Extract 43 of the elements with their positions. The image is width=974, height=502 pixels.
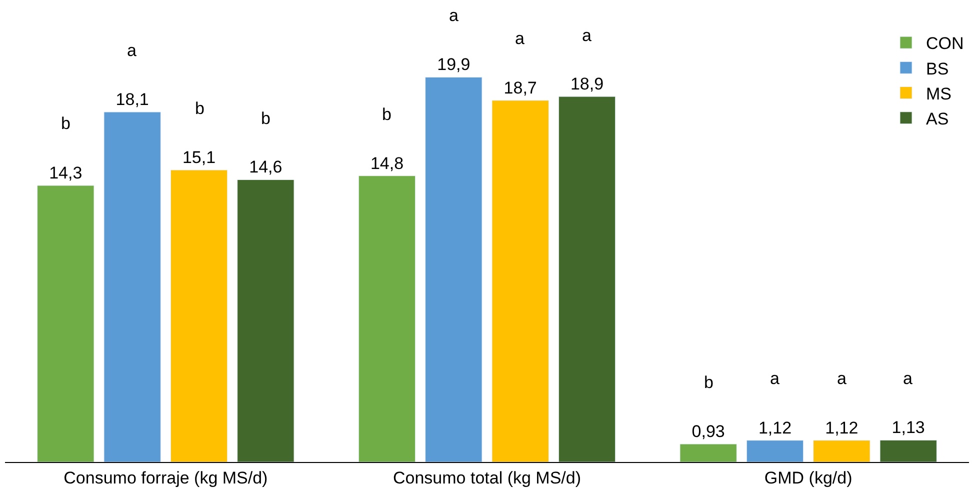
bar bbox=[37, 185, 94, 462]
bar bbox=[680, 444, 737, 462]
text: a bbox=[127, 41, 137, 60]
legend-label: BS bbox=[926, 59, 949, 78]
bar bbox=[170, 170, 228, 462]
annotation: a bbox=[837, 369, 847, 388]
annotation: b bbox=[382, 105, 392, 124]
data-label: 18,1 bbox=[116, 90, 149, 110]
data-label: 19,9 bbox=[437, 55, 470, 74]
x-tick-label: GMD (kg/d) bbox=[764, 468, 852, 488]
bar bbox=[237, 179, 294, 462]
bar bbox=[813, 440, 870, 462]
annotation: a bbox=[770, 369, 780, 388]
bar bbox=[104, 112, 161, 462]
bar bbox=[492, 100, 549, 462]
data-label: 1,12 bbox=[758, 418, 792, 438]
annotation: b bbox=[195, 99, 204, 118]
data-label: 18,7 bbox=[504, 78, 537, 98]
data-label: 14,8 bbox=[370, 154, 404, 173]
data-label: 1,12 bbox=[825, 418, 858, 438]
bar bbox=[880, 440, 937, 462]
bar bbox=[358, 176, 416, 462]
annotation: b bbox=[61, 114, 70, 133]
x-tick-label: Consumo forraje (kg MS/d) bbox=[64, 468, 268, 488]
legend-label: AS bbox=[926, 109, 949, 128]
data-label: 14,6 bbox=[249, 158, 282, 177]
data-label: 15,1 bbox=[182, 148, 216, 168]
bar bbox=[425, 76, 482, 462]
legend-label: CON bbox=[926, 34, 964, 54]
data-label: 14,3 bbox=[49, 163, 82, 182]
x-tick-label: Consumo total (kg MS/d) bbox=[392, 468, 582, 488]
annotation: a bbox=[903, 369, 913, 388]
annotation: b bbox=[261, 109, 270, 128]
data-label: 0,93 bbox=[692, 422, 725, 442]
annotation: b bbox=[704, 373, 714, 392]
legend-label: MS bbox=[926, 84, 952, 104]
bar bbox=[746, 440, 804, 462]
data-label: 1,13 bbox=[892, 418, 925, 438]
data-label: 18,9 bbox=[570, 74, 604, 94]
text: a bbox=[582, 26, 592, 45]
text: a bbox=[515, 29, 525, 48]
text: a bbox=[449, 6, 459, 25]
bar bbox=[558, 96, 616, 462]
